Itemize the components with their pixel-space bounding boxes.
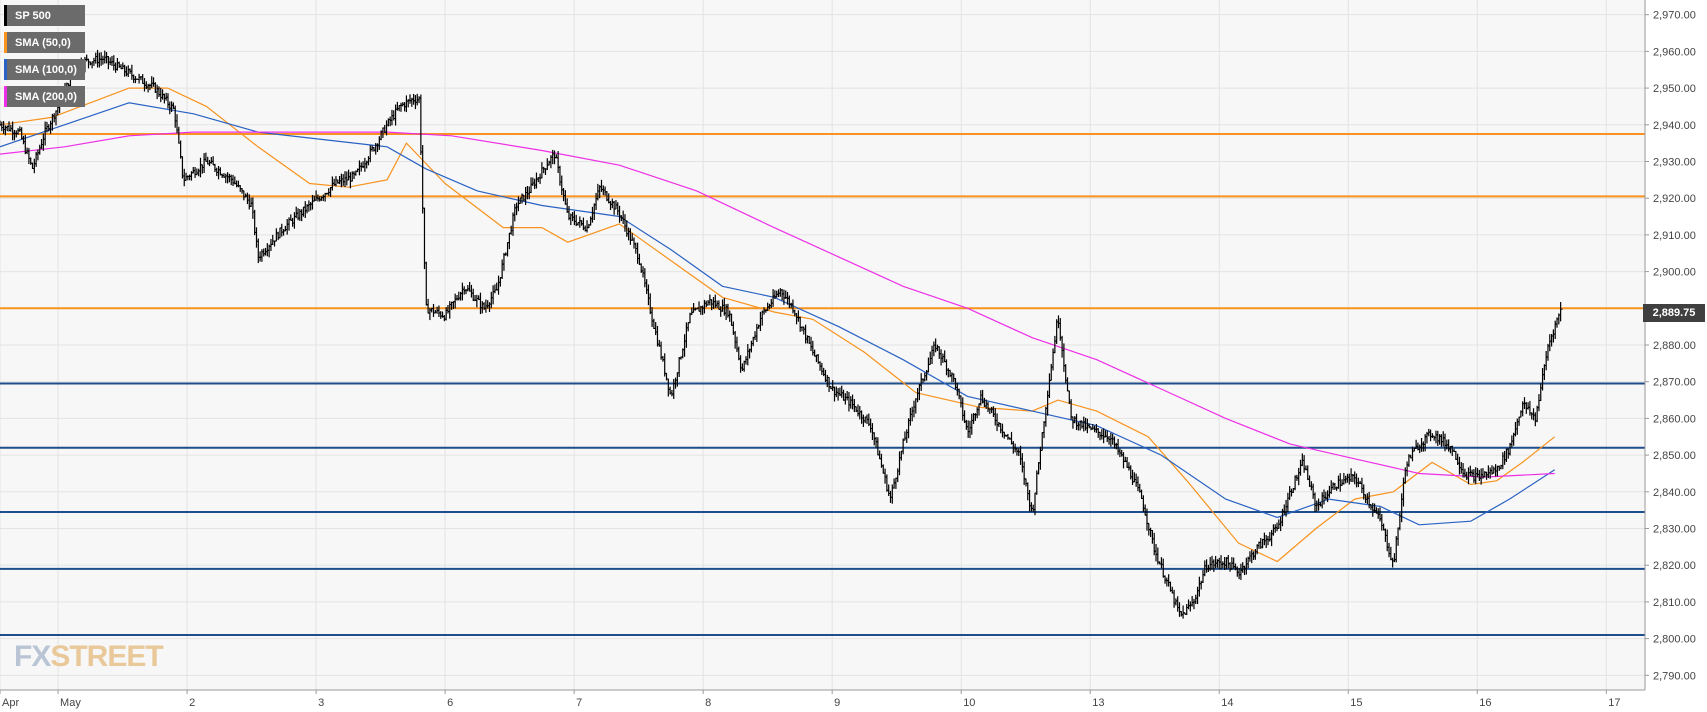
fxstreet-logo: FXSTREET	[14, 640, 164, 674]
legend-item-sp500[interactable]: SP 500	[4, 5, 85, 26]
y-tick-label: 2,860.00	[1653, 413, 1696, 425]
y-tick-label: 2,930.00	[1653, 156, 1696, 168]
price-bars	[0, 49, 1563, 619]
last-price-tag: 2,889.75	[1643, 304, 1705, 322]
legend-swatch-sma100	[4, 59, 7, 80]
logo-fx: FX	[14, 640, 51, 673]
y-tick-label: 2,820.00	[1653, 560, 1696, 572]
series-line-sma100	[0, 102, 1556, 526]
series-line-sma50	[0, 87, 1556, 563]
y-tick-label: 2,810.00	[1653, 597, 1696, 609]
y-tick-label: 2,840.00	[1653, 487, 1696, 499]
x-tick-label: 13	[1092, 697, 1104, 709]
x-tick-label: 6	[447, 697, 453, 709]
legend-label-sma100: SMA (100,0)	[15, 63, 77, 76]
legend-item-sma50[interactable]: SMA (50,0)	[4, 32, 85, 53]
y-tick-label: 2,940.00	[1653, 120, 1696, 132]
series-line-sma200	[0, 131, 1555, 478]
x-tick-label: 9	[834, 697, 840, 709]
x-tick-label: 10	[963, 697, 975, 709]
y-tick-label: 2,910.00	[1653, 230, 1696, 242]
horizontal-levels	[0, 132, 1645, 636]
y-tick-label: 2,830.00	[1653, 524, 1696, 536]
grid-lines	[0, 0, 1645, 690]
x-tick-label: 14	[1221, 697, 1233, 709]
legend: SP 500 SMA (50,0) SMA (100,0) SMA (200,0…	[4, 5, 85, 113]
legend-item-sma100[interactable]: SMA (100,0)	[4, 59, 85, 80]
x-tick-label: 8	[705, 697, 711, 709]
legend-label-sp500: SP 500	[15, 9, 51, 22]
y-tick-label: 2,850.00	[1653, 450, 1696, 462]
y-tick-label: 2,800.00	[1653, 634, 1696, 646]
x-tick-label: 7	[576, 697, 582, 709]
y-tick-label: 2,870.00	[1653, 377, 1696, 389]
legend-swatch-sp500	[4, 5, 7, 26]
logo-street: STREET	[50, 640, 163, 673]
x-tick-label: 15	[1350, 697, 1362, 709]
legend-label-sma200: SMA (200,0)	[15, 90, 77, 103]
y-tick-label: 2,920.00	[1653, 193, 1696, 205]
legend-swatch-sma50	[4, 32, 7, 53]
y-tick-label: 2,970.00	[1653, 10, 1696, 22]
legend-item-sma200[interactable]: SMA (200,0)	[4, 86, 85, 107]
x-tick-label: 16	[1479, 697, 1491, 709]
x-tick-label: 3	[318, 697, 324, 709]
x-axis-ticks: Apr May 2 3 6 7 8 9 10 13 14 15 16 17	[0, 690, 1621, 709]
x-tick-label: Apr	[2, 697, 19, 709]
y-tick-label: 2,880.00	[1653, 340, 1696, 352]
y-tick-label: 2,950.00	[1653, 83, 1696, 95]
x-tick-label: May	[60, 697, 81, 709]
y-tick-label: 2,790.00	[1653, 670, 1696, 682]
y-tick-label: 2,960.00	[1653, 46, 1696, 58]
legend-swatch-sma200	[4, 86, 7, 107]
legend-label-sma50: SMA (50,0)	[15, 36, 71, 49]
y-tick-label: 2,900.00	[1653, 267, 1696, 279]
x-tick-label: 2	[189, 697, 195, 709]
x-tick-label: 17	[1608, 697, 1620, 709]
series-layer	[0, 49, 1563, 619]
